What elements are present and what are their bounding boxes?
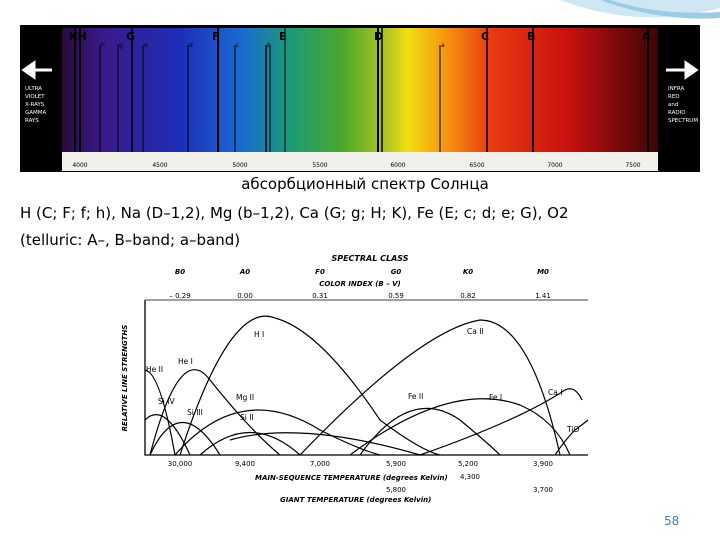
color-index-label: 0.31 [312, 292, 328, 300]
curve-label: Si III [187, 408, 203, 417]
color-index-label: – 0.29 [169, 292, 190, 300]
page-number: 58 [664, 514, 680, 528]
side-label: RED [668, 94, 680, 100]
side-label: VIOLET [25, 94, 45, 100]
description-line: (telluric: A–, B–band; a–band) [20, 231, 241, 249]
wavelength-label: 6000 [390, 162, 405, 169]
chart-title: SPECTRAL CLASS [331, 254, 408, 263]
line-strength-curves [144, 315, 589, 456]
temp-label: 5,200 [458, 460, 478, 468]
line-letter: F [212, 30, 220, 43]
spectrum-caption: абсорбционный спектр Солнца [241, 175, 489, 193]
line-letter: G [126, 30, 135, 43]
spectrum-arrows [21, 60, 699, 80]
curve-label: H I [254, 330, 264, 339]
line-letter: E [279, 30, 287, 43]
temp-label: 30,000 [168, 460, 193, 468]
temp-label: 3,700 [533, 486, 553, 494]
curve-label: He I [178, 357, 193, 366]
curve-label: Fe II [408, 392, 423, 401]
description-line: H (C; F; f; h), Na (D–1,2), Mg (b–1,2), … [20, 204, 569, 222]
class-label: K0 [463, 268, 473, 276]
temp-label: 9,400 [235, 460, 255, 468]
color-index-label: 0.59 [388, 292, 404, 300]
curve-label: TiO [566, 425, 579, 434]
wavelength-label: 5500 [312, 162, 327, 169]
minor-letter: c [236, 42, 239, 49]
curve-label: Si IV [158, 397, 175, 406]
curve-label: He II [146, 365, 163, 374]
curve-label: Ca I [548, 388, 562, 397]
absorption-lines [74, 28, 649, 152]
side-label: X-RAYS [25, 102, 45, 108]
class-label: F0 [315, 268, 325, 276]
minor-letter: b [267, 42, 271, 49]
line-letter: B [527, 30, 535, 43]
side-label: ULTRA [25, 86, 42, 92]
axis-title: RELATIVE LINE STRENGTHS [121, 325, 129, 432]
wavelength-label: 7000 [547, 162, 562, 169]
curve-label: Si II [240, 413, 254, 422]
chart-axes [144, 299, 588, 456]
class-label: G0 [391, 268, 402, 276]
axis-title: MAIN-SEQUENCE TEMPERATURE (degrees Kelvi… [255, 474, 448, 482]
line-letter: C [481, 30, 489, 43]
wavelength-label: 7500 [625, 162, 640, 169]
line-letter: D [374, 30, 383, 43]
temp-label: 7,000 [310, 460, 330, 468]
spectrum-band [62, 28, 658, 152]
minor-letter: d [189, 42, 193, 49]
axis-title: GIANT TEMPERATURE (degrees Kelvin) [280, 496, 431, 504]
color-index-label: 0.82 [460, 292, 476, 300]
class-label: M0 [537, 268, 549, 276]
wavelength-label: 4500 [152, 162, 167, 169]
spectrum-scale [62, 152, 658, 171]
side-label: INFRA [668, 86, 684, 92]
wavelength-label: 6500 [469, 162, 484, 169]
curve-label: Mg II [236, 393, 254, 402]
minor-letter: a [441, 42, 445, 49]
temp-label: 4,300 [460, 473, 480, 481]
side-label: RAYS [25, 118, 39, 124]
side-label: RADIO [668, 110, 686, 116]
class-label: B0 [175, 268, 185, 276]
line-letter: KH [69, 30, 87, 43]
curve-label: Fe I [489, 393, 502, 402]
color-index-label: 1.41 [535, 292, 551, 300]
temp-label: 5,900 [386, 460, 406, 468]
side-label: GAMMA [25, 110, 47, 116]
decoration [600, 0, 720, 19]
curve-label: Ca II [467, 327, 484, 336]
side-label: and [668, 102, 678, 108]
minor-letter: h [101, 42, 105, 49]
side-label: SPECTRUM [668, 118, 698, 124]
line-letter: A [642, 30, 651, 43]
class-label: A0 [239, 268, 250, 276]
wavelength-label: 4000 [72, 162, 87, 169]
temp-label: 3,900 [533, 460, 553, 468]
minor-letter: g [119, 42, 123, 49]
temp-label: 5,800 [386, 486, 406, 494]
wavelength-label: 5000 [232, 162, 247, 169]
axis-title: COLOR INDEX (B – V) [319, 280, 401, 288]
minor-letter: e [144, 42, 148, 49]
color-index-label: 0.00 [237, 292, 253, 300]
